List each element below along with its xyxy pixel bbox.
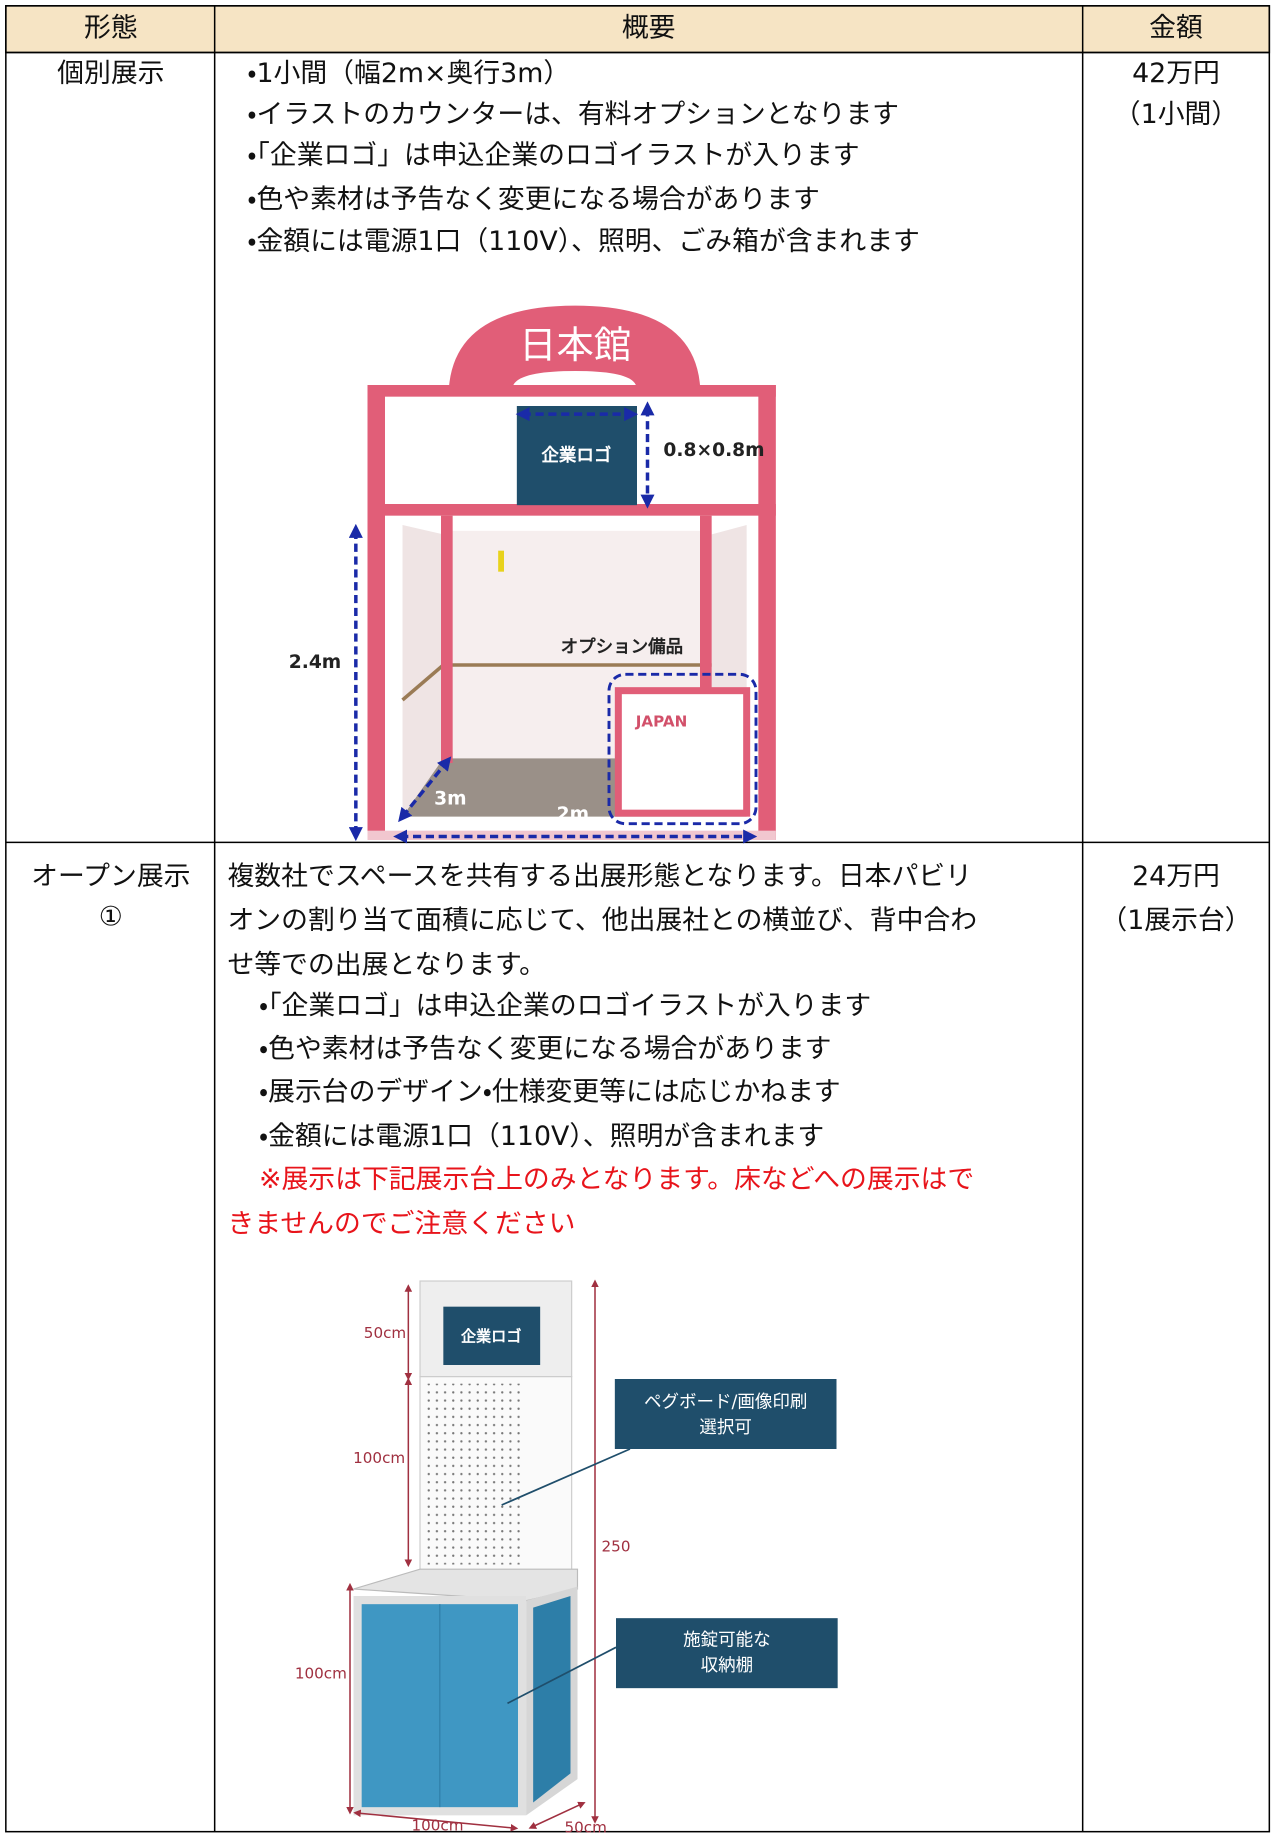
type: ① bbox=[99, 902, 123, 933]
callout: 収納棚 bbox=[701, 1656, 754, 1676]
logo-label: 企業ロゴ bbox=[461, 1328, 522, 1346]
stand-figure bbox=[346, 1279, 838, 1832]
illustration-shape bbox=[367, 385, 385, 840]
price: 42万円 bbox=[1132, 58, 1220, 89]
illustration-shape bbox=[398, 756, 452, 823]
dimension-label: 2.4m bbox=[289, 652, 342, 673]
illustration-shape bbox=[498, 550, 504, 572]
illustration-shape bbox=[507, 1646, 617, 1705]
summary-line: ・「企業ロゴ」は申込企業のロゴイラストが入ります bbox=[247, 140, 859, 171]
dimension-label: 100cm bbox=[295, 1665, 347, 1683]
callout: 選択可 bbox=[699, 1418, 752, 1438]
illustration-shape bbox=[401, 663, 445, 702]
dimension-label: 100cm bbox=[411, 1816, 463, 1834]
illustration-shape bbox=[528, 1801, 586, 1829]
illustration-shape bbox=[402, 525, 444, 817]
booth-figure bbox=[348, 305, 776, 844]
summary-line: ・イラストのカウンターは、有料オプションとなります bbox=[247, 99, 899, 130]
illustration-shape bbox=[616, 1618, 838, 1689]
illustration-shape bbox=[501, 1448, 631, 1506]
illustration-shape bbox=[758, 385, 776, 840]
type: オープン展示 bbox=[31, 861, 190, 892]
note: きませんのでご注意ください bbox=[227, 1209, 575, 1240]
header: 金額 bbox=[1149, 13, 1203, 44]
illustration-shape bbox=[443, 1306, 541, 1365]
illustration-shape bbox=[353, 1809, 519, 1832]
illustration-shape bbox=[346, 1279, 599, 1832]
sign-label: 日本館 bbox=[519, 323, 631, 367]
illustration-shape bbox=[367, 504, 776, 516]
illustration-shape bbox=[614, 687, 751, 817]
illustration-shape bbox=[516, 406, 637, 506]
dimension-label: 3m bbox=[434, 789, 466, 810]
illustration-shape bbox=[607, 672, 758, 826]
note: ※展示は下記展示台上のみとなります。床などへの展示はで bbox=[259, 1164, 974, 1195]
dimension-label: 50cm bbox=[364, 1324, 406, 1342]
price-unit: （1小間） bbox=[1114, 99, 1238, 130]
bullet: ・「企業ロゴ」は申込企業のロゴイラストが入ります bbox=[259, 990, 871, 1021]
callout: 施錠可能な bbox=[683, 1630, 771, 1650]
logo-label: 企業ロゴ bbox=[541, 445, 611, 466]
illustration-shape bbox=[700, 515, 712, 763]
header: 概要 bbox=[622, 13, 676, 44]
type: 個別展示 bbox=[57, 58, 164, 89]
dimension-label: 100cm bbox=[353, 1449, 405, 1467]
price: 24万円 bbox=[1132, 861, 1220, 892]
price-unit: （1展示台） bbox=[1100, 905, 1251, 936]
summary-line: ・1小間（幅2m×奥行3m） bbox=[247, 58, 570, 89]
summary-line: せ等での出展となります。 bbox=[227, 950, 545, 981]
dimension-label: 250 bbox=[602, 1538, 631, 1556]
summary-line: 複数社でスペースを共有する出展形態となります。日本パビリ bbox=[227, 861, 971, 892]
illustration-shape bbox=[533, 1596, 571, 1803]
summary-line: オンの割り当て面積に応じて、他出展社との横並び、背中合わ bbox=[227, 905, 977, 936]
illustration-shape bbox=[427, 1383, 521, 1565]
bullet: ・色や素材は予告なく変更になる場合があります bbox=[259, 1034, 832, 1065]
table-border bbox=[5, 5, 1271, 1833]
illustration-shape bbox=[367, 385, 776, 397]
dimension-label: 0.8×0.8m bbox=[663, 440, 764, 461]
option-label: オプション備品 bbox=[561, 637, 684, 658]
illustration-shape bbox=[441, 515, 453, 763]
dimension-label: 50cm bbox=[564, 1819, 606, 1834]
dimension-label: 2m bbox=[557, 804, 589, 825]
bullet: ・金額には電源1口（110V）、照明が含まれます bbox=[259, 1121, 824, 1152]
illustration-shape bbox=[614, 1379, 837, 1449]
counter-label: JAPAN bbox=[635, 713, 688, 731]
table bbox=[5, 5, 1271, 1833]
illustration-shape bbox=[449, 305, 700, 385]
summary-line: ・色や素材は予告なく変更になる場合があります bbox=[247, 184, 820, 215]
bullet: ・展示台のデザイン・仕様変更等には応じかねます bbox=[259, 1077, 841, 1108]
header-bg bbox=[5, 5, 1271, 54]
header: 形態 bbox=[84, 13, 138, 44]
callout: ペグボード/画像印刷 bbox=[644, 1392, 807, 1412]
summary-line: ・金額には電源1口（110V）、照明、ごみ箱が含まれます bbox=[247, 226, 920, 257]
